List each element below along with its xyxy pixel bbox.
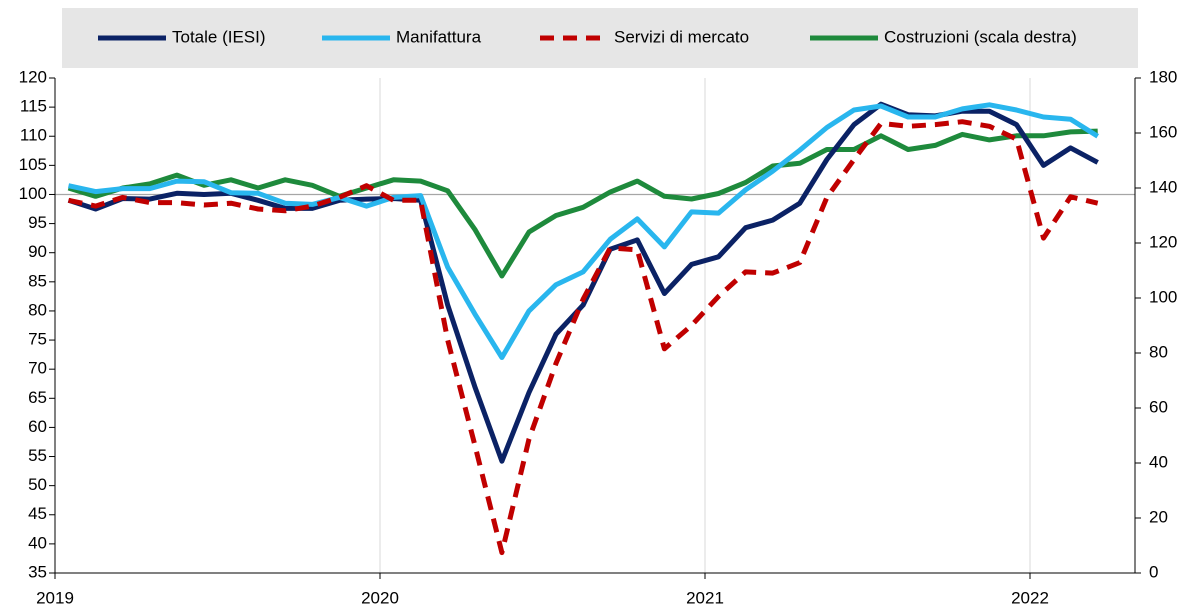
y-tick-label: 40 bbox=[28, 533, 47, 552]
y2-tick-label: 40 bbox=[1149, 452, 1168, 471]
y-tick-label: 105 bbox=[19, 155, 47, 174]
y-tick-label: 55 bbox=[28, 446, 47, 465]
y-tick-label: 90 bbox=[28, 242, 47, 261]
y-tick-label: 120 bbox=[19, 67, 47, 86]
y-tick-label: 70 bbox=[28, 359, 47, 378]
y-tick-label: 45 bbox=[28, 504, 47, 523]
y-tick-label: 85 bbox=[28, 271, 47, 290]
y2-tick-label: 120 bbox=[1149, 232, 1177, 251]
x-tick-label: 2021 bbox=[686, 588, 724, 607]
legend-label: Totale (IESI) bbox=[172, 27, 266, 46]
y2-tick-label: 140 bbox=[1149, 177, 1177, 196]
y2-tick-label: 100 bbox=[1149, 287, 1177, 306]
legend-label: Servizi di mercato bbox=[614, 27, 749, 46]
y2-tick-label: 160 bbox=[1149, 122, 1177, 141]
legend: Totale (IESI) Manifattura Servizi di merca… bbox=[98, 27, 1077, 46]
y2-tick-label: 20 bbox=[1149, 507, 1168, 526]
y-tick-label: 115 bbox=[20, 97, 47, 116]
y-tick-label: 80 bbox=[28, 300, 47, 319]
series-line bbox=[67, 102, 1100, 360]
y-tick-label: 110 bbox=[20, 126, 47, 145]
y2-tick-label: 0 bbox=[1149, 562, 1158, 581]
series-line bbox=[67, 101, 1099, 464]
y-tick-label: 60 bbox=[28, 417, 47, 436]
y-tick-label: 75 bbox=[28, 330, 47, 349]
x-tick-label: 2019 bbox=[36, 588, 74, 607]
y2-tick-label: 80 bbox=[1149, 342, 1168, 361]
y-tick-label: 65 bbox=[28, 388, 47, 407]
series-line bbox=[67, 128, 1098, 279]
legend-label: Manifattura bbox=[396, 27, 482, 46]
legend-label: Costruzioni (scala destra) bbox=[884, 27, 1077, 46]
y-tick-label: 100 bbox=[19, 184, 47, 203]
x-tick-label: 2022 bbox=[1011, 588, 1049, 607]
series-line bbox=[67, 119, 1099, 556]
y2-tick-label: 60 bbox=[1149, 397, 1168, 416]
y2-tick-label: 180 bbox=[1149, 67, 1177, 86]
y-tick-label: 50 bbox=[28, 475, 47, 494]
y-tick-label: 35 bbox=[28, 562, 47, 581]
y-tick-label: 95 bbox=[28, 213, 47, 232]
x-tick-label: 2020 bbox=[361, 588, 399, 607]
